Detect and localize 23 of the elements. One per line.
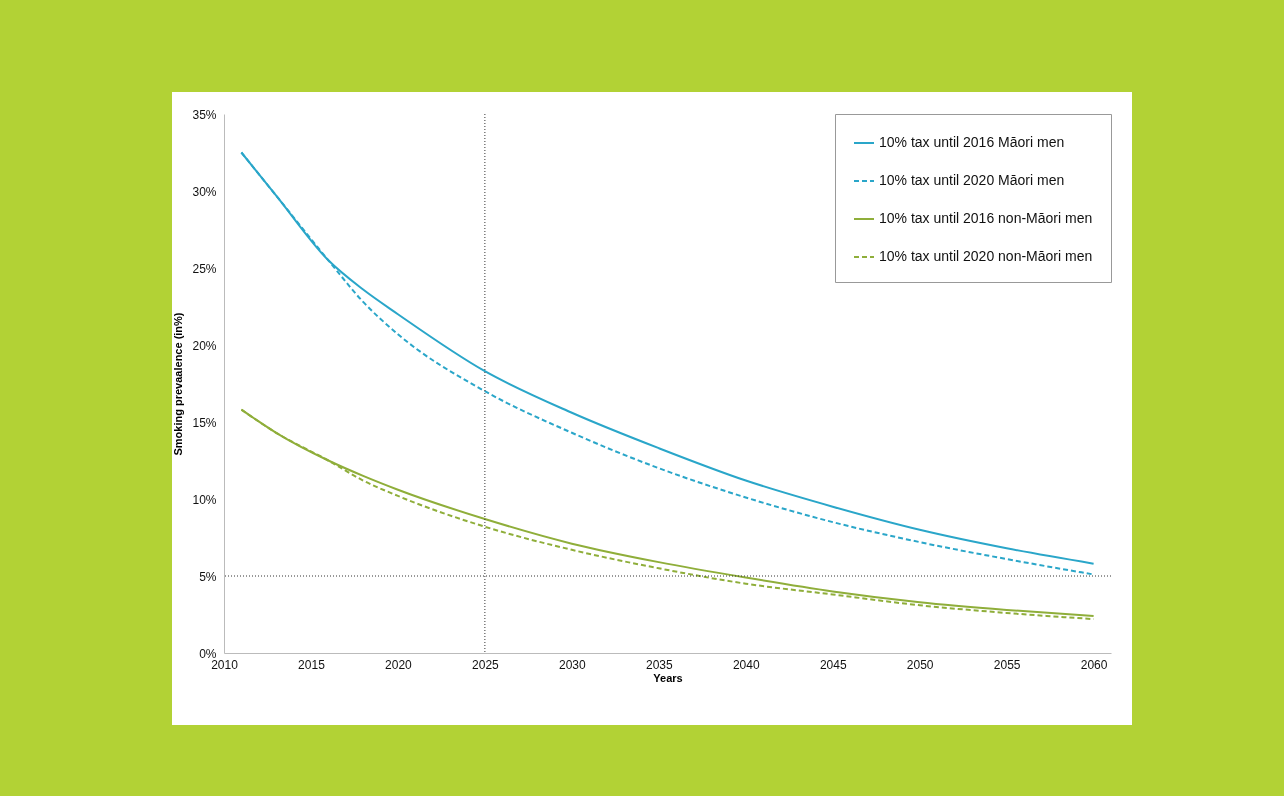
x-tick-label: 2045 <box>819 657 847 672</box>
x-tick-label: 2050 <box>906 657 934 672</box>
legend-label: 10% tax until 2016 non-Māori men <box>879 210 1093 226</box>
legend-label: 10% tax until 2020 Māori men <box>879 172 1065 188</box>
y-tick-label: 5% <box>199 569 217 584</box>
x-tick-label: 2030 <box>558 657 587 672</box>
x-tick-label: 2015 <box>298 657 326 672</box>
x-tick-label: 2055 <box>993 657 1021 672</box>
y-tick-label: 20% <box>192 338 217 353</box>
y-tick-label: 35% <box>192 107 217 122</box>
y-axis-title: Smoking prevaalence (in%) <box>172 312 185 456</box>
x-axis-title: Years <box>653 671 683 684</box>
legend-label: 10% tax until 2020 non-Māori men <box>879 248 1093 264</box>
y-tick-label: 15% <box>192 415 217 430</box>
y-tick-label: 25% <box>192 261 217 276</box>
y-tick-label: 30% <box>192 184 217 199</box>
x-tick-label: 2040 <box>732 657 760 672</box>
y-tick-label: 10% <box>192 492 217 507</box>
legend-label: 10% tax until 2016 Māori men <box>879 134 1065 150</box>
x-tick-label: 2020 <box>385 657 413 672</box>
x-tick-label: 2035 <box>645 657 673 672</box>
x-tick-label: 2060 <box>1080 657 1108 672</box>
x-tick-label: 2025 <box>472 657 500 672</box>
